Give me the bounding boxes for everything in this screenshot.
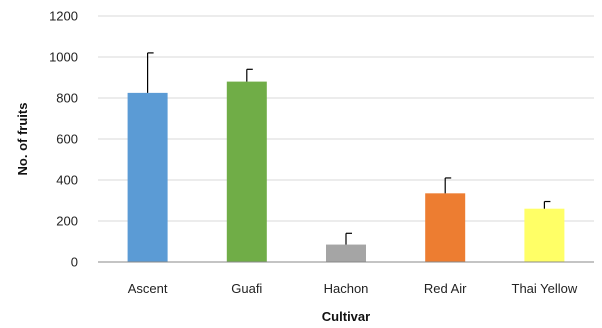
y-tick-label: 800 bbox=[56, 91, 78, 106]
error-bar bbox=[147, 52, 154, 93]
bar bbox=[127, 92, 168, 262]
error-bar bbox=[345, 232, 352, 245]
y-axis-title: No. of fruits bbox=[15, 103, 30, 176]
x-tick-label: Hachon bbox=[324, 281, 369, 296]
y-tick-label: 1200 bbox=[49, 9, 78, 24]
error-bars bbox=[147, 52, 551, 245]
bars bbox=[127, 81, 565, 262]
x-tick-label: Guafi bbox=[231, 281, 262, 296]
bar bbox=[524, 208, 565, 262]
error-bar bbox=[543, 200, 551, 209]
x-axis-tick-labels: Ascent Guafi Hachon Red Air Thai Yellow bbox=[128, 281, 578, 296]
y-tick-label: 600 bbox=[56, 132, 78, 147]
x-tick-label: Red Air bbox=[424, 281, 467, 296]
x-tick-label: Ascent bbox=[128, 281, 168, 296]
y-tick-label: 1000 bbox=[49, 50, 78, 65]
y-axis-tick-labels: 0 200 400 600 800 1000 1200 bbox=[49, 9, 78, 270]
bar bbox=[326, 244, 366, 262]
y-tick-label: 0 bbox=[71, 255, 78, 270]
y-tick-label: 200 bbox=[56, 214, 78, 229]
bar bbox=[425, 193, 466, 262]
gridlines bbox=[98, 15, 594, 222]
x-axis-title: Cultivar bbox=[322, 309, 370, 324]
y-tick-label: 400 bbox=[56, 173, 78, 188]
error-bar bbox=[444, 177, 452, 194]
error-bar bbox=[246, 68, 253, 82]
bar bbox=[226, 81, 267, 262]
x-tick-label: Thai Yellow bbox=[512, 281, 578, 296]
